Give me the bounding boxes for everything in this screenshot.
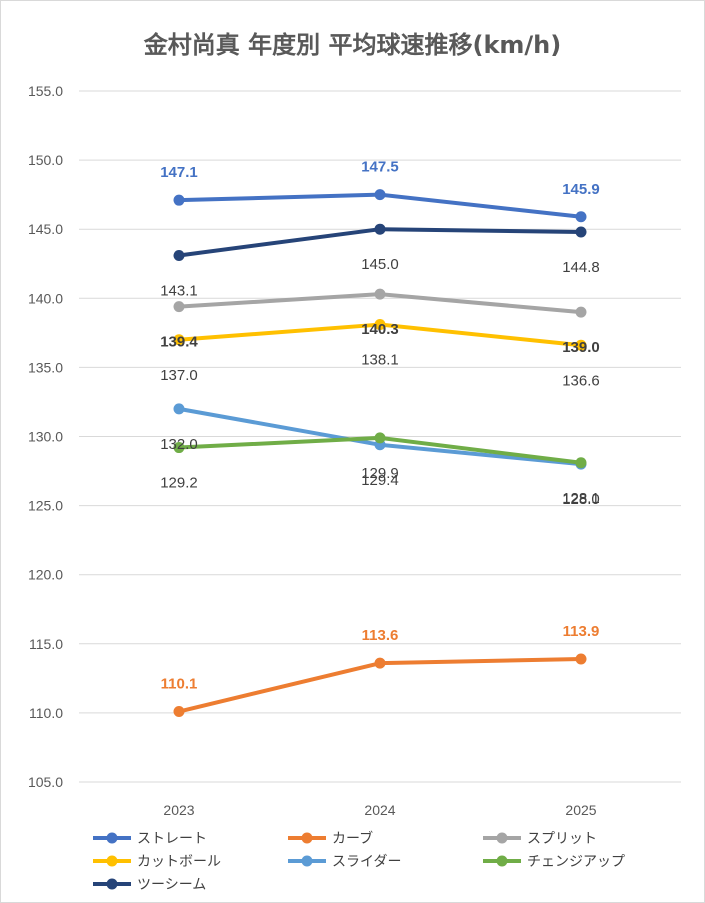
- data-label: 128.0: [562, 491, 600, 508]
- data-point: [575, 457, 587, 469]
- y-tick-label: 110.0: [29, 705, 63, 721]
- x-tick-label: 2023: [163, 802, 194, 818]
- data-point: [374, 432, 386, 444]
- y-tick-label: 155.0: [28, 83, 63, 99]
- data-point: [374, 319, 386, 331]
- x-tick-label: 2025: [565, 802, 596, 818]
- legend-marker: [301, 855, 313, 867]
- data-point: [374, 189, 386, 201]
- legend-marker: [301, 832, 313, 844]
- data-label: 139.4: [160, 334, 198, 351]
- data-point: [374, 288, 386, 300]
- y-tick-label: 135.0: [28, 359, 63, 375]
- data-label: 128.1: [562, 490, 600, 507]
- data-point: [575, 653, 587, 665]
- data-label: 136.6: [562, 372, 600, 389]
- data-label: 138.1: [361, 352, 399, 369]
- x-tick-label: 2024: [364, 802, 395, 818]
- data-label: 137.0: [160, 367, 198, 384]
- legend-label: チェンジアップ: [527, 854, 625, 870]
- legend-label: スライダー: [332, 854, 401, 870]
- data-point: [173, 706, 185, 718]
- data-label: 140.3: [361, 321, 399, 338]
- data-label: 147.5: [361, 159, 399, 176]
- legend-marker: [106, 855, 118, 867]
- legend-label: カットボール: [137, 854, 221, 870]
- chart-title: 金村尚真 年度別 平均球速推移(km/h): [143, 31, 562, 59]
- data-label: 129.4: [361, 472, 399, 489]
- y-tick-label: 125.0: [28, 498, 63, 514]
- y-tick-label: 115.0: [29, 636, 63, 652]
- data-point: [575, 306, 587, 318]
- data-point: [374, 223, 386, 235]
- data-point: [173, 301, 185, 313]
- data-point: [575, 211, 587, 223]
- data-label: 113.9: [563, 623, 600, 640]
- data-label: 113.6: [362, 627, 399, 644]
- data-label: 145.0: [361, 256, 399, 273]
- y-tick-label: 145.0: [28, 221, 63, 237]
- data-label: 145.9: [562, 181, 600, 198]
- data-label: 132.0: [160, 436, 198, 453]
- data-point: [173, 403, 185, 415]
- data-label: 139.0: [562, 339, 600, 356]
- y-tick-label: 150.0: [28, 152, 63, 168]
- data-label: 110.1: [161, 676, 198, 693]
- data-label: 144.8: [562, 259, 600, 276]
- legend-label: ツーシーム: [137, 877, 206, 893]
- data-point: [173, 194, 185, 206]
- legend-marker: [106, 878, 118, 890]
- data-label: 129.9: [361, 465, 399, 482]
- legend-marker: [496, 832, 508, 844]
- y-tick-label: 130.0: [28, 429, 63, 445]
- data-label: 129.2: [160, 475, 198, 492]
- y-tick-label: 140.0: [28, 290, 63, 306]
- data-point: [173, 249, 185, 261]
- y-tick-label: 105.0: [28, 774, 63, 790]
- data-point: [575, 339, 587, 351]
- data-point: [173, 334, 185, 346]
- legend-label: ストレート: [137, 831, 207, 847]
- data-label: 143.1: [160, 282, 198, 299]
- legend-marker: [106, 832, 118, 844]
- data-point: [374, 657, 386, 669]
- data-label: 147.1: [160, 164, 198, 181]
- legend-label: カーブ: [332, 830, 373, 847]
- legend-marker: [496, 855, 508, 867]
- data-point: [575, 226, 587, 238]
- y-tick-label: 120.0: [28, 567, 63, 583]
- data-point: [173, 442, 185, 454]
- legend-label: スプリット: [527, 831, 597, 847]
